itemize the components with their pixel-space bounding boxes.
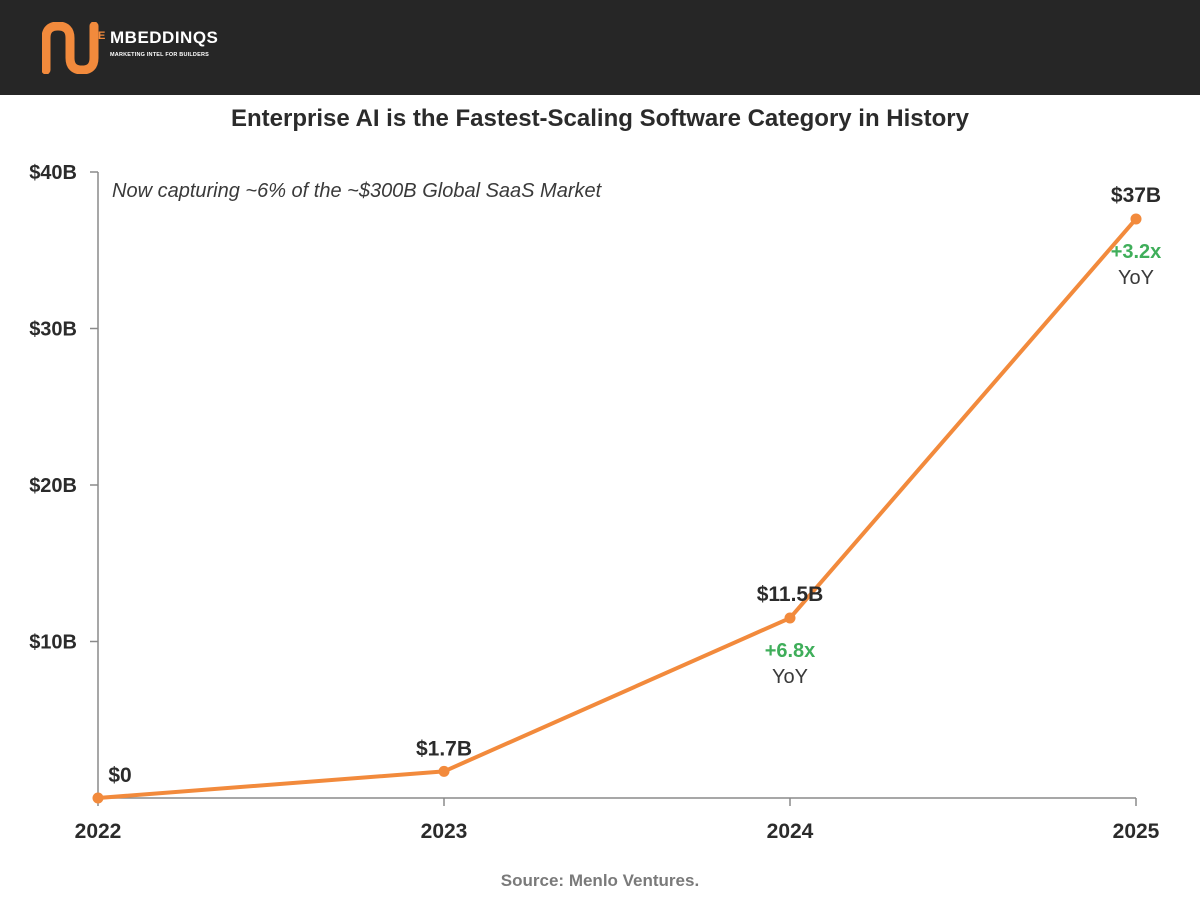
source-note: Source: Menlo Ventures. (500, 871, 700, 890)
chart-title: Enterprise AI is the Fastest-Scaling Sof… (231, 105, 969, 132)
data-label: $37B (1111, 184, 1161, 207)
growth-multiplier: +6.8x (765, 640, 816, 662)
series-line (96, 216, 1138, 800)
header-bar: E MBEDDINQS MARKETING INTEL FOR BUILDERS (0, 0, 1200, 95)
y-tick-label: $20B (29, 475, 77, 497)
y-tick-label: $10B (29, 632, 77, 654)
data-label: $0 (108, 764, 131, 787)
x-tick-label: 2025 (1113, 820, 1160, 843)
x-tick-label: 2024 (767, 820, 814, 843)
x-tick-label: 2023 (421, 820, 468, 843)
brand-logo-mark-icon (42, 22, 99, 74)
data-label: $11.5B (757, 583, 824, 606)
data-point (438, 765, 450, 777)
data-point (1130, 213, 1142, 225)
data-point (92, 792, 104, 804)
line-chart: $10B $20B $30B $40B 2022 2023 2024 2025 Now capt… (29, 162, 1162, 843)
growth-label: YoY (1118, 267, 1154, 289)
growth-label: YoY (772, 666, 808, 688)
data-point (784, 612, 796, 624)
brand-name: MBEDDINQS (110, 28, 219, 47)
x-tick-label: 2022 (75, 820, 122, 843)
growth-multiplier: +3.2x (1111, 241, 1162, 263)
brand-tagline: MARKETING INTEL FOR BUILDERS (110, 52, 209, 58)
chart-subtitle: Now capturing ~6% of the ~$300B Global S… (112, 180, 603, 202)
data-label: $1.7B (416, 737, 472, 760)
y-tick-label: $40B (29, 162, 77, 184)
y-tick-label: $30B (29, 319, 77, 341)
brand-logo[interactable]: E MBEDDINQS MARKETING INTEL FOR BUILDERS (42, 22, 292, 74)
brand-initial: E (98, 30, 106, 42)
